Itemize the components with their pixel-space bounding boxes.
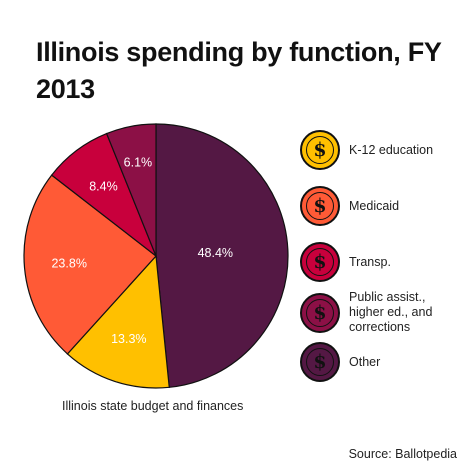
legend-item: $ Transp. xyxy=(300,242,391,282)
dollar-coin-icon: $ xyxy=(300,130,340,170)
legend-label: Transp. xyxy=(349,254,391,269)
dollar-coin-icon: $ xyxy=(300,292,340,333)
pie-slice-other xyxy=(155,123,289,388)
chart-title: Illinois spending by function, FY 2013 xyxy=(36,37,442,104)
chart-source: Source: Ballotpedia xyxy=(348,447,457,461)
chart-subtitle: Illinois state budget and finances xyxy=(62,399,244,413)
legend-label: K-12 education xyxy=(349,142,434,157)
legend-item: $ Medicaid xyxy=(300,186,399,226)
dollar-coin-icon: $ xyxy=(300,242,340,282)
legend-label: Public assist., higher ed., and correcti… xyxy=(349,290,433,334)
legend-label: Other xyxy=(349,354,381,369)
dollar-coin-icon: $ xyxy=(300,342,340,382)
legend-item: $ Other xyxy=(300,342,380,382)
pie-slice-medicaid xyxy=(23,174,157,355)
data-label: 48.4% xyxy=(198,246,233,260)
legend-label: Medicaid xyxy=(349,198,400,213)
data-label: 8.4% xyxy=(89,179,118,193)
dollar-coin-icon: $ xyxy=(300,186,340,226)
data-label: 13.3% xyxy=(111,332,146,346)
pie-slice-public-assist-higher-ed-and-corrections xyxy=(105,123,157,257)
data-label: 23.8% xyxy=(51,257,86,271)
data-label: 6.1% xyxy=(124,156,153,170)
pie-slice-k-12-education xyxy=(66,254,170,389)
legend-item: $ Public assist., higher ed., and correct… xyxy=(300,290,461,335)
legend-item: $ K-12 education xyxy=(300,130,433,170)
